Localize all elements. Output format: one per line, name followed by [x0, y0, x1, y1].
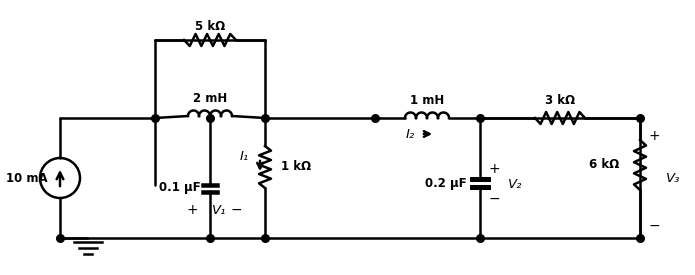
Text: 0.2 μF: 0.2 μF — [425, 177, 467, 189]
Text: +: + — [186, 203, 198, 217]
Text: −: − — [230, 203, 242, 217]
Text: +: + — [488, 162, 500, 176]
Text: +: + — [648, 129, 660, 143]
Text: 3 kΩ: 3 kΩ — [545, 94, 575, 106]
Text: V₃: V₃ — [666, 172, 680, 185]
Text: 1 kΩ: 1 kΩ — [281, 161, 311, 174]
Text: V₂: V₂ — [508, 178, 523, 191]
Text: 0.1 μF: 0.1 μF — [159, 182, 201, 194]
Text: 10 mA: 10 mA — [6, 172, 48, 185]
Text: −: − — [648, 219, 660, 233]
Text: V₁: V₁ — [212, 205, 227, 218]
Text: 1 mH: 1 mH — [410, 94, 444, 106]
Text: I₁: I₁ — [240, 150, 249, 163]
Text: 2 mH: 2 mH — [193, 92, 227, 104]
Text: −: − — [488, 192, 500, 206]
Text: 6 kΩ: 6 kΩ — [589, 158, 619, 172]
Text: I₂: I₂ — [406, 128, 415, 141]
Text: 5 kΩ: 5 kΩ — [195, 20, 225, 32]
